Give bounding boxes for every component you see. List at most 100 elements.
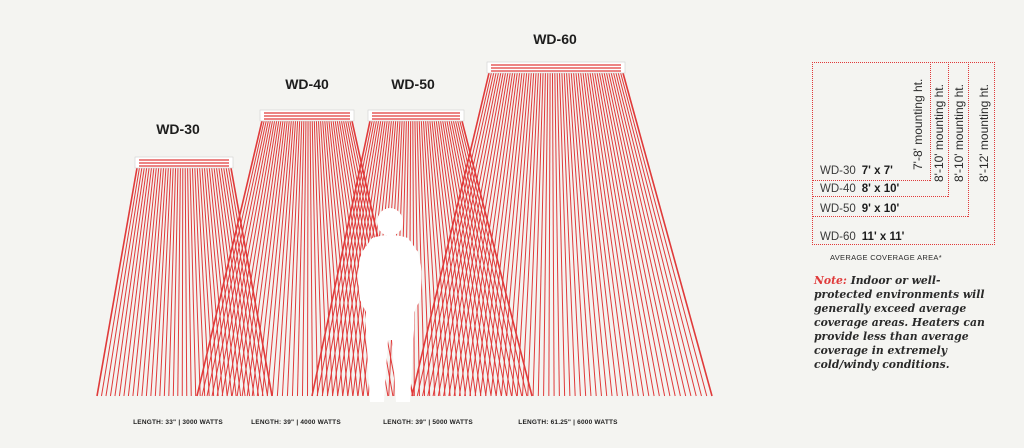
heat-beam: [453, 72, 509, 397]
heat-beam: [435, 120, 472, 397]
heat-beam: [266, 120, 292, 397]
heat-beam: [236, 120, 280, 397]
heat-beam: [181, 167, 184, 397]
heat-beam: [141, 167, 162, 397]
heat-beam: [311, 120, 319, 397]
heat-beam: [251, 120, 286, 397]
heat-beam: [320, 120, 339, 397]
heat-beam: [443, 72, 504, 397]
heat-beam: [601, 72, 666, 397]
heat-beam: [105, 167, 143, 397]
heat-beam: [208, 167, 233, 397]
heat-beam: [543, 72, 549, 397]
heat-beam: [446, 120, 497, 397]
heat-beam: [620, 72, 708, 397]
heat-beam: [230, 167, 273, 397]
heat-beam: [331, 120, 380, 397]
heat-beam: [566, 72, 587, 397]
spec-label-wd40: LENGTH: 39" | 4000 WATTS: [251, 419, 341, 426]
heat-beam: [479, 72, 521, 397]
heat-beam: [100, 167, 140, 397]
heat-beam: [603, 72, 671, 397]
heat-beam: [216, 167, 246, 397]
heat-beam: [177, 167, 181, 397]
heat-beam: [422, 72, 495, 397]
heat-beam: [326, 120, 377, 397]
heat-beam: [127, 167, 155, 397]
heat-beam: [231, 120, 278, 397]
heat-beam: [573, 72, 602, 397]
heat-beam: [548, 72, 551, 397]
heat-beam: [145, 167, 165, 397]
heat-beam: [118, 167, 150, 397]
heat-beam: [551, 72, 555, 397]
heat-beam: [216, 120, 271, 397]
heat-beam: [433, 120, 466, 397]
heat-beam: [613, 72, 692, 397]
heat-beam: [326, 120, 354, 397]
heat-beam: [136, 167, 160, 397]
heat-beam: [159, 167, 172, 397]
heat-beam: [570, 72, 597, 397]
model-label-wd40: WD-40: [285, 76, 329, 92]
heat-beam: [194, 167, 206, 397]
heat-beam: [226, 120, 276, 397]
heat-beam: [622, 72, 713, 397]
heat-beam: [411, 72, 490, 397]
heat-beam: [315, 120, 329, 397]
heat-beam: [568, 72, 592, 397]
heat-beam: [448, 120, 502, 397]
heat-beam: [591, 72, 645, 397]
heat-beam: [318, 120, 334, 397]
heat-beam: [307, 120, 309, 397]
heat-beam: [500, 72, 530, 397]
heat-beam: [615, 72, 697, 397]
heat-beam: [608, 72, 681, 397]
spec-label-wd30: LENGTH: 33" | 3000 WATTS: [133, 419, 223, 426]
heat-beam: [563, 72, 581, 397]
heat-beam: [218, 167, 251, 397]
heat-beam: [617, 72, 702, 397]
heat-beam: [301, 120, 307, 397]
heat-beam: [455, 120, 518, 397]
heat-beams-wd60: [411, 72, 713, 397]
heat-beam: [309, 120, 314, 397]
heat-beam: [211, 120, 269, 397]
heat-beam: [206, 167, 228, 397]
spec-label-wd60: LENGTH: 61.25" | 6000 WATTS: [518, 419, 618, 426]
heat-beam: [431, 120, 461, 397]
model-label-wd60: WD-60: [533, 31, 577, 47]
heat-beam: [582, 72, 624, 397]
heat-beam: [511, 72, 535, 397]
heat-beam: [598, 72, 660, 397]
heat-beam: [196, 120, 263, 397]
heater-wd50: [367, 109, 465, 122]
heat-beam: [589, 72, 639, 397]
heat-beam: [561, 72, 576, 397]
heat-beam: [485, 72, 523, 397]
heat-beam: [330, 120, 364, 397]
heat-beam: [458, 72, 511, 397]
heat-beam: [184, 167, 188, 397]
heat-beam: [123, 167, 152, 397]
heat-beam: [187, 167, 192, 397]
heat-beam: [444, 120, 492, 397]
heat-beam: [220, 167, 255, 397]
heat-beam: [577, 72, 613, 397]
heat-beam: [332, 120, 369, 397]
heat-beam: [281, 120, 299, 397]
heat-beam: [322, 120, 344, 397]
heat-beam: [537, 72, 546, 397]
heat-beam: [606, 72, 676, 397]
heat-beam: [271, 120, 294, 397]
heat-beam: [206, 120, 267, 397]
heat-beam: [286, 120, 301, 397]
heat-beam: [554, 72, 560, 397]
heat-beam: [114, 167, 148, 397]
heat-beam: [584, 72, 629, 397]
heat-beam: [427, 120, 451, 397]
heat-beam: [328, 120, 359, 397]
heat-beam: [276, 120, 296, 397]
heat-beam: [437, 72, 502, 397]
model-label-wd30: WD-30: [156, 121, 200, 137]
